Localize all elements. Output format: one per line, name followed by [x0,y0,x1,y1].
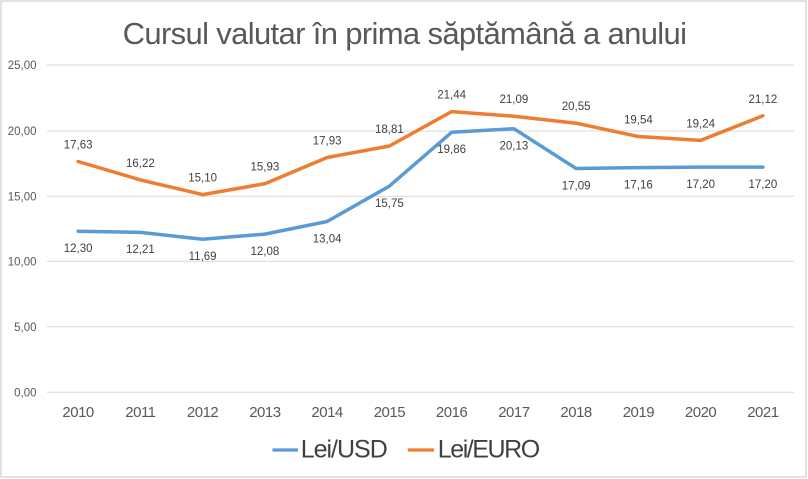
svg-text:20,55: 20,55 [562,101,591,113]
svg-text:5,00: 5,00 [14,322,36,334]
svg-text:2017: 2017 [498,404,530,421]
svg-text:17,93: 17,93 [313,136,342,148]
svg-text:12,30: 12,30 [64,243,93,255]
svg-text:17,09: 17,09 [562,180,591,192]
svg-text:17,20: 17,20 [749,179,778,191]
svg-text:0,00: 0,00 [14,387,36,399]
svg-text:20,00: 20,00 [8,126,37,138]
svg-text:18,81: 18,81 [375,124,404,136]
svg-text:2011: 2011 [125,404,155,421]
svg-text:Cursul valutar în prima săptăm: Cursul valutar în prima săptămână a anul… [123,16,687,51]
svg-text:12,08: 12,08 [251,246,280,258]
svg-text:17,63: 17,63 [64,140,93,152]
svg-text:2015: 2015 [374,404,406,421]
svg-text:16,22: 16,22 [126,158,155,170]
svg-text:15,93: 15,93 [251,162,280,174]
svg-text:Lei/USD: Lei/USD [301,436,387,464]
svg-text:17,20: 17,20 [686,179,715,191]
svg-text:15,75: 15,75 [375,198,404,210]
svg-text:20,13: 20,13 [500,141,529,153]
svg-text:2016: 2016 [436,404,468,421]
svg-text:17,16: 17,16 [624,179,653,191]
svg-text:13,04: 13,04 [313,233,342,245]
svg-text:21,44: 21,44 [437,90,466,102]
svg-text:19,24: 19,24 [686,118,715,130]
svg-text:2010: 2010 [62,404,94,421]
svg-text:21,09: 21,09 [500,94,529,106]
svg-text:2020: 2020 [685,404,717,421]
svg-text:2013: 2013 [249,404,281,421]
svg-text:2018: 2018 [560,404,592,421]
svg-text:15,10: 15,10 [188,173,217,185]
svg-text:11,69: 11,69 [189,251,217,263]
svg-text:21,12: 21,12 [749,94,778,106]
svg-text:2012: 2012 [187,404,219,421]
svg-text:10,00: 10,00 [8,257,37,269]
svg-text:2014: 2014 [311,404,343,421]
svg-text:19,54: 19,54 [624,115,653,127]
svg-text:19,86: 19,86 [437,144,466,156]
svg-text:2019: 2019 [623,404,655,421]
svg-text:Lei/EURO: Lei/EURO [438,436,540,464]
svg-text:25,00: 25,00 [8,60,37,72]
svg-text:15,00: 15,00 [8,191,37,203]
svg-text:2021: 2021 [747,404,779,421]
svg-text:12,21: 12,21 [126,244,155,256]
